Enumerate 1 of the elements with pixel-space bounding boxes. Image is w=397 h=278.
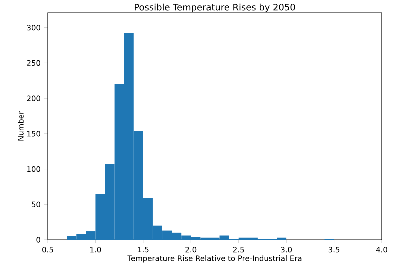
chart-title: Possible Temperature Rises by 2050 (135, 4, 296, 12)
